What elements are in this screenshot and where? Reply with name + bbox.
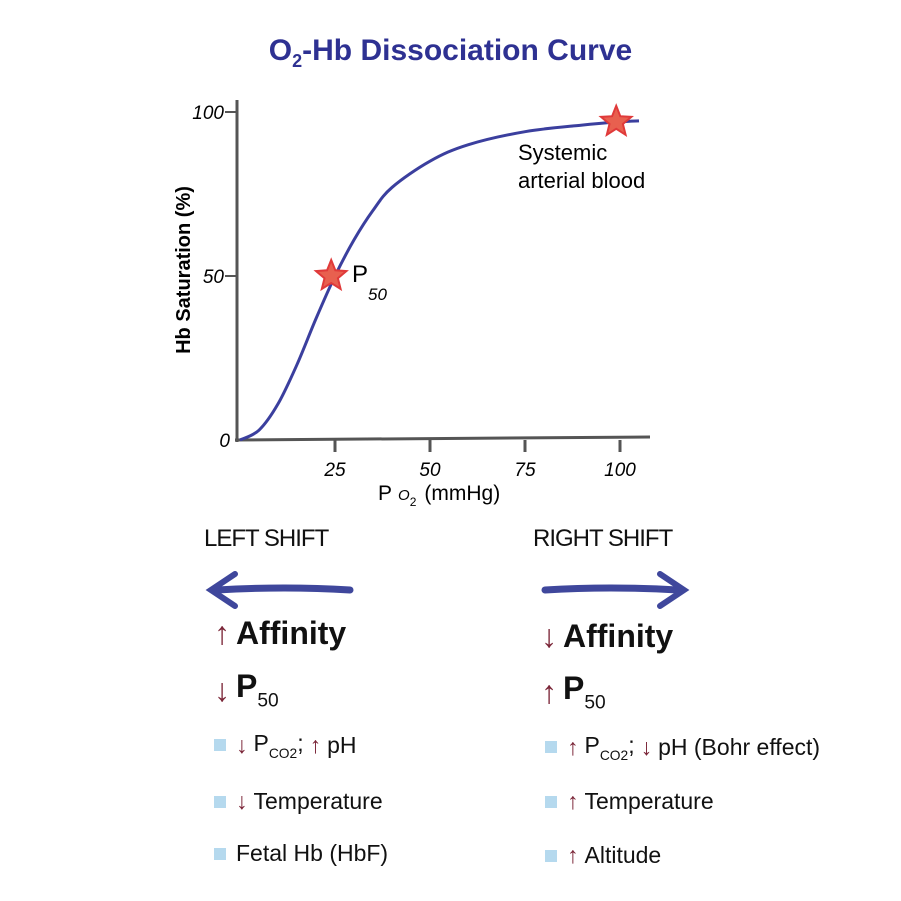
altitude-label: Altitude [584,842,662,868]
up-arrow-icon: ↑ [567,842,579,868]
ph-label: pH [327,731,357,758]
right-item-altitude: ↑ Altitude [545,842,661,869]
y-tick-label: 50 [203,267,225,288]
left-item-temperature: ↓ Temperature [214,788,383,815]
y-axis-label: Hb Saturation (%) [173,186,195,354]
left-p50: ↓ P50 [214,668,279,713]
x-tick-label: 75 [514,460,536,481]
p50-text: P50 [236,668,279,713]
title-subscript: 2 [292,51,303,71]
separator: ; [628,732,635,758]
bullet-square-icon [545,849,557,862]
systemic-label-line1: Systemic [518,140,607,165]
right-affinity: ↓ Affinity [541,618,673,655]
left-item-fetal-hb: Fetal Hb (HbF) [214,840,388,867]
temperature-label: Temperature [253,788,383,814]
down-arrow-icon: ↓ [236,731,248,758]
left-affinity: ↑ Affinity [214,615,346,652]
p50-label: P [352,261,368,288]
right-shift-heading: RIGHT SHIFT [533,525,673,552]
star-marker-icon [598,103,634,137]
down-arrow-icon: ↓ [640,733,653,760]
bullet-square-icon [214,847,226,860]
p50-text: P50 [563,670,606,715]
bullet-square-icon [545,795,557,808]
co2-sub: CO2 [268,745,298,761]
affinity-label: Affinity [563,618,674,654]
p-sub: 50 [584,692,606,714]
x-label-unit: (mmHg) [424,482,500,505]
bullet-square-icon [545,741,557,754]
p-label: P [236,668,258,704]
p-sub: 50 [257,690,279,712]
left-shift-arrow-icon [205,571,354,609]
dissociation-chart: 25 50 75 100 0 50 100 P 50 Systemic arterial b… [173,100,651,509]
x-label-p: P [378,482,392,505]
y-tick-label: 0 [219,431,230,452]
down-arrow-icon: ↓ [214,671,230,708]
up-arrow-icon: ↑ [214,615,230,651]
title-text: O [268,34,293,67]
chart-title: O2-Hb Dissociation Curve [0,34,901,72]
affinity-label: Affinity [236,615,347,651]
bullet-square-icon [214,795,226,808]
up-arrow-icon: ↑ [567,788,579,814]
right-item-temperature: ↑ Temperature [545,788,714,815]
ph-bohr-label: pH (Bohr effect) [658,733,821,760]
x-axis [234,435,651,442]
temperature-label: Temperature [584,788,714,814]
title-text-rest: -Hb Dissociation Curve [302,34,633,67]
bullet-square-icon [214,739,226,752]
down-arrow-icon: ↓ [541,618,557,654]
fetal-hb-label: Fetal Hb (HbF) [236,840,389,866]
x-tick-label: 25 [323,460,346,481]
separator: ; [297,730,304,756]
up-arrow-icon: ↑ [567,733,579,760]
x-axis-label: P O2 (mmHg) [378,482,500,509]
p-label: P [584,732,600,758]
star-marker-icon [313,257,349,292]
right-shift-arrow-icon [541,571,690,609]
y-tick-label: 100 [192,103,224,124]
right-item-pco2: ↑ PCO2; ↓ pH (Bohr effect) [545,732,820,763]
x-label-sub: O [398,487,410,504]
left-shift-heading: LEFT SHIFT [204,525,329,552]
up-arrow-icon: ↑ [309,731,322,758]
x-tick-label: 100 [604,460,636,481]
systemic-label-line2: arterial blood [518,168,645,193]
up-arrow-icon: ↑ [541,673,557,710]
left-item-pco2: ↓ PCO2; ↑ pH [214,730,357,761]
p50-label-sub: 50 [368,285,387,304]
p-label: P [253,730,269,756]
p-label: P [563,670,585,706]
saturation-curve [239,119,640,442]
x-label-subsub: 2 [410,495,417,509]
right-p50: ↑ P50 [541,670,606,715]
x-tick-label: 50 [419,460,441,481]
co2-sub: CO2 [599,747,629,763]
down-arrow-icon: ↓ [236,788,248,814]
